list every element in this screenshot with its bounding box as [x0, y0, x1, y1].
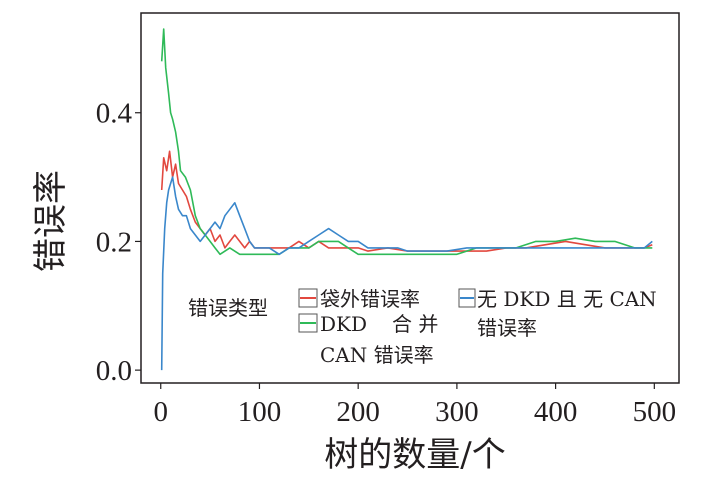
- series-line-1: [160, 28, 653, 256]
- legend-label-green-3: CAN 错误率: [320, 343, 434, 367]
- y-axis: 0.0 0.2 0.4: [96, 98, 141, 387]
- x-axis: 0 100 200 300 400 500: [153, 383, 676, 428]
- x-tick-label: 500: [633, 396, 677, 428]
- x-tick-label: 100: [238, 396, 282, 428]
- x-tick-label: 200: [336, 396, 380, 428]
- legend-entry-oob: 袋外错误率: [298, 287, 420, 311]
- x-axis-title: 树的数量/个: [324, 435, 505, 475]
- legend-label-green-1: DKD: [320, 312, 367, 336]
- legend-entry-no-dkd-no-can: 无 DKD 且 无 CAN 错误率: [458, 287, 657, 340]
- y-tick-label: 0.0: [96, 355, 132, 387]
- y-tick-label: 0.2: [96, 226, 132, 258]
- legend-label-blue-1: 无 DKD 且 无 CAN: [477, 287, 657, 311]
- x-tick-label: 300: [435, 396, 479, 428]
- plot-frame: [140, 12, 680, 384]
- y-axis-title: 错误率: [31, 170, 71, 272]
- y-tick-label: 0.4: [96, 98, 133, 130]
- legend-label-green-2: 合 并: [392, 312, 438, 336]
- legend-title: 错误类型: [188, 296, 268, 320]
- series-line-0: [160, 150, 653, 252]
- series-layer: [160, 28, 653, 371]
- x-tick-label: 400: [534, 396, 578, 428]
- legend: 错误类型 袋外错误率 DKD 合 并 CAN 错误率 无 DKD 且 无 CAN…: [188, 287, 657, 367]
- legend-entry-dkd-can: DKD 合 并 CAN 错误率: [298, 312, 438, 367]
- legend-label-blue-2: 错误率: [477, 316, 537, 340]
- x-tick-label: 0: [153, 396, 168, 428]
- legend-label-red: 袋外错误率: [320, 287, 420, 311]
- series-line-2: [160, 176, 653, 371]
